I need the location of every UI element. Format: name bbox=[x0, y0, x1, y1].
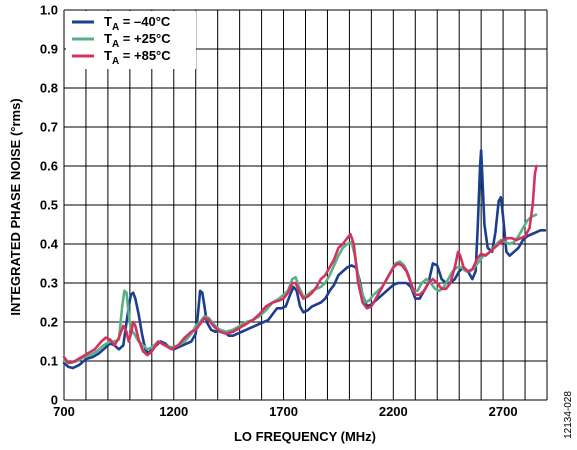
x-tick-label: 2200 bbox=[379, 404, 408, 419]
chart-grid bbox=[63, 9, 548, 401]
series-line bbox=[62, 164, 538, 365]
y-tick-label: 0.9 bbox=[40, 42, 58, 57]
y-tick-label: 0.7 bbox=[40, 120, 58, 135]
y-tick-label: 0.3 bbox=[40, 276, 58, 291]
series-layer bbox=[62, 149, 547, 370]
legend-label: TA = +25°C bbox=[104, 31, 171, 50]
x-tick-label: 1700 bbox=[269, 404, 298, 419]
x-tick-label: 2700 bbox=[489, 404, 518, 419]
x-axis-title: LO FREQUENCY (MHz) bbox=[234, 429, 376, 444]
series-line bbox=[62, 213, 538, 365]
y-tick-label: 0 bbox=[51, 393, 58, 408]
y-axis-title: INTEGRATED PHASE NOISE (°rms) bbox=[8, 98, 23, 315]
y-tick-label: 0.2 bbox=[40, 315, 58, 330]
y-tick-label: 0.6 bbox=[40, 159, 58, 174]
figure-id-label: 12134-028 bbox=[563, 391, 574, 439]
x-tick-label: 1200 bbox=[159, 404, 188, 419]
x-tick-label: 700 bbox=[53, 404, 75, 419]
y-tick-label: 1.0 bbox=[40, 3, 58, 18]
y-tick-label: 0.4 bbox=[40, 237, 59, 252]
y-tick-label: 0.5 bbox=[40, 198, 58, 213]
legend-label: TA = –40°C bbox=[104, 14, 171, 33]
chart-legend: TA = –40°CTA = +25°CTA = +85°C bbox=[66, 11, 196, 69]
y-tick-label: 0.8 bbox=[40, 81, 58, 96]
legend-label: TA = +85°C bbox=[104, 48, 171, 67]
axis-ticks: 0 0.1 0.2 0.3 0.4 0.5 0.6 0.7 0.8 0.9 1.0 700 1200 17… bbox=[40, 3, 518, 420]
y-tick-label: 0.1 bbox=[40, 354, 58, 369]
